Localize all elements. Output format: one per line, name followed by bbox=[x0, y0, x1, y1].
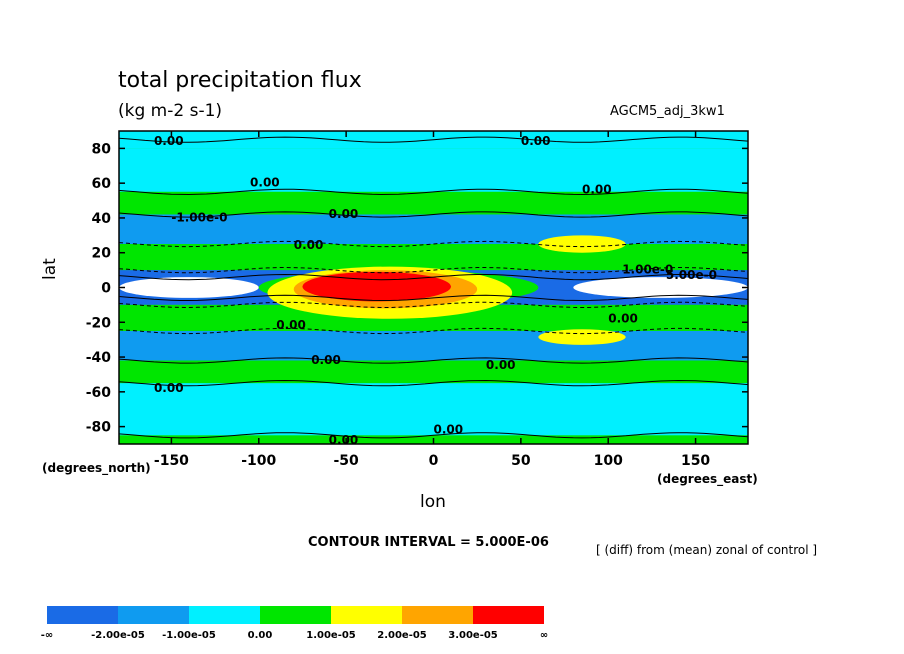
colorbar-label: -2.00e-05 bbox=[91, 630, 145, 641]
x-tick-label: -100 bbox=[241, 453, 276, 469]
contour-label: 0.00 bbox=[486, 358, 516, 372]
plot-area: 0.00 0.00 0.00 0.00 -1.00e-0 0.00 0.00 1.00e-05… bbox=[119, 131, 748, 447]
colorbar-swatch bbox=[402, 606, 473, 624]
contour-label: 0.00 bbox=[434, 423, 464, 437]
zonal-band bbox=[119, 244, 748, 271]
run-name: AGCM5_adj_3kw1 bbox=[610, 104, 725, 119]
x-tick-label: 0 bbox=[429, 453, 439, 469]
colorbar-label: 1.00e-05 bbox=[306, 630, 356, 641]
x-tick-label: 150 bbox=[681, 453, 710, 469]
x-tick-label: 100 bbox=[594, 453, 623, 469]
contour-line bbox=[119, 432, 748, 439]
y-tick-label: 0 bbox=[101, 281, 111, 297]
contour-label: 0.00 bbox=[329, 207, 359, 221]
tropical-red-core bbox=[302, 271, 451, 302]
colorbar-label: 3.00e-05 bbox=[448, 630, 498, 641]
contour-line bbox=[119, 327, 748, 335]
colorbar-label: -1.00e-05 bbox=[162, 630, 216, 641]
contour-label: 1.00e-0 bbox=[622, 263, 673, 277]
subtropical-yellow-patch-south bbox=[538, 329, 626, 345]
y-tick-label: 80 bbox=[92, 141, 112, 157]
colorbar-label: 2.00e-05 bbox=[377, 630, 427, 641]
y-tick-label: 60 bbox=[92, 176, 112, 192]
colorbar-swatch bbox=[260, 606, 331, 624]
contour-label: 0.00 bbox=[276, 318, 306, 332]
zonal-band bbox=[119, 148, 748, 192]
contour-line bbox=[119, 266, 748, 274]
zonal-band bbox=[119, 383, 748, 436]
contour-interval: CONTOUR INTERVAL = 5.000E-06 bbox=[308, 535, 549, 550]
colorbar-label: 0.00 bbox=[248, 630, 273, 641]
x-tick-label: -50 bbox=[333, 453, 359, 469]
y-tick-label: -80 bbox=[86, 420, 112, 436]
contour-line bbox=[119, 294, 748, 302]
chart-title: total precipitation flux bbox=[118, 68, 362, 93]
colorbar-swatch bbox=[47, 606, 118, 624]
contour-label: 0.00 bbox=[329, 433, 359, 447]
equatorial-gap-east bbox=[573, 277, 748, 298]
contour-label: 0.00 bbox=[311, 353, 341, 367]
colorbar-label: ∞ bbox=[540, 630, 548, 641]
x-tick-label: -150 bbox=[154, 453, 189, 469]
x-axis-units: (degrees_east) bbox=[657, 472, 758, 486]
colorbar-swatch bbox=[331, 606, 402, 624]
contour-line bbox=[119, 240, 748, 248]
y-axis-units: (degrees_north) bbox=[42, 461, 151, 475]
diff-note: [ (diff) from (mean) zonal of control ] bbox=[596, 543, 818, 557]
y-tick-label: 20 bbox=[92, 246, 112, 262]
contour-line bbox=[119, 301, 748, 309]
y-tick-label: 40 bbox=[92, 211, 112, 227]
contour-label: 5.00e-0 bbox=[666, 268, 717, 282]
colorbar: -∞ -2.00e-05 -1.00e-05 0.00 1.00e-05 2.00e-05… bbox=[41, 606, 548, 641]
contour-label: 0.00 bbox=[521, 134, 551, 148]
contour-label: 0.00 bbox=[250, 176, 280, 190]
contour-line bbox=[119, 273, 748, 281]
y-tick-label: -40 bbox=[86, 350, 112, 366]
axes: 80 60 40 20 0 -20 -40 -60 -80 -150 -100 -50 0 50 100 15… bbox=[86, 131, 748, 469]
contour-label: 0.00 bbox=[608, 311, 638, 325]
y-tick-label: -60 bbox=[86, 385, 112, 401]
chart-units: (kg m-2 s-1) bbox=[118, 101, 223, 121]
contour-label: -1.00e-0 bbox=[171, 210, 227, 224]
equatorial-gap-west bbox=[119, 277, 259, 298]
contour-line bbox=[119, 211, 748, 218]
zonal-band bbox=[119, 330, 748, 361]
contour-line bbox=[119, 357, 748, 364]
contour-label: 0.00 bbox=[582, 183, 612, 197]
colorbar-swatch bbox=[473, 606, 544, 624]
zonal-band bbox=[119, 360, 748, 384]
subtropical-yellow-patch-north bbox=[538, 235, 626, 253]
contour-line bbox=[119, 188, 748, 196]
contour-label: 0.00 bbox=[154, 381, 184, 395]
contour-line bbox=[119, 379, 748, 387]
x-axis-label: lon bbox=[420, 492, 446, 512]
y-tick-label: -20 bbox=[86, 315, 112, 331]
contour-line bbox=[119, 136, 748, 143]
zonal-band bbox=[119, 191, 748, 215]
colorbar-swatch bbox=[118, 606, 189, 624]
contour-label: 0.00 bbox=[294, 238, 324, 252]
colorbar-swatch bbox=[189, 606, 260, 624]
zonal-band bbox=[119, 214, 748, 245]
contour-label: 0.00 bbox=[154, 134, 184, 148]
colorbar-label: -∞ bbox=[41, 630, 53, 641]
x-tick-label: 50 bbox=[511, 453, 531, 469]
